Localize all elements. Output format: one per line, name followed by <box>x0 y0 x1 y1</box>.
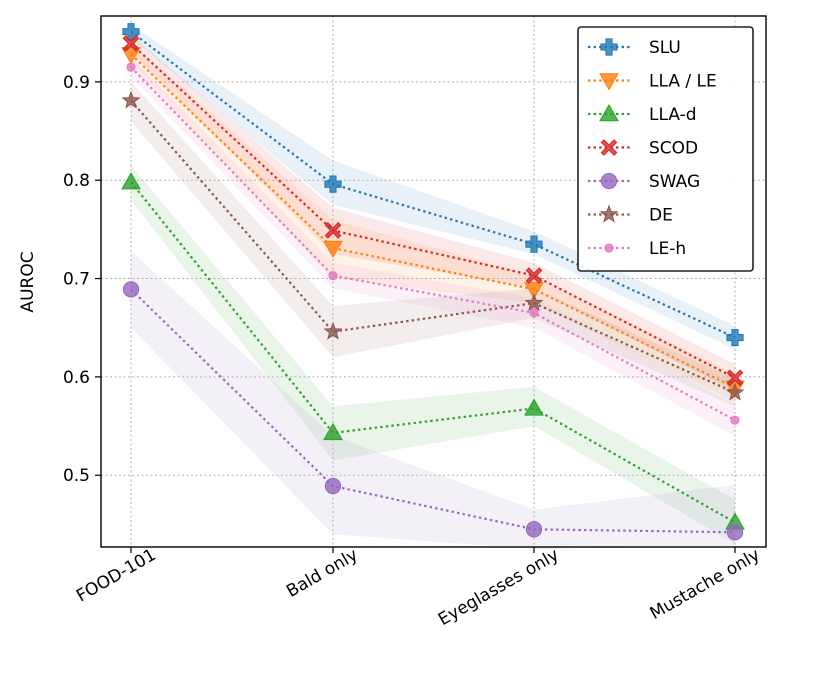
line-swag <box>130 288 736 534</box>
band-lla-d <box>131 165 735 545</box>
legend-marker-slu <box>600 38 618 56</box>
plot-frame <box>100 15 767 548</box>
marker-lla-d-0 <box>121 172 141 190</box>
marker-swag-0 <box>122 281 140 298</box>
legend-marker-lla-d <box>599 103 619 122</box>
series-lines <box>130 30 736 534</box>
legend-label-lla-d: LLA-d <box>649 105 697 125</box>
band-lla-le <box>131 42 735 402</box>
marker-slu-3 <box>726 328 744 347</box>
marker-swag-1 <box>324 477 342 495</box>
legend-marker-scod <box>600 139 618 156</box>
marker-le-h-1 <box>328 271 338 281</box>
marker-scod-2 <box>525 267 543 284</box>
marker-lla-d-1 <box>323 422 343 441</box>
band-scod <box>131 34 735 392</box>
legend-label-lla-le: LLA / LE <box>649 72 717 92</box>
legend-label-scod: SCOD <box>649 139 698 159</box>
marker-de-2 <box>524 293 544 312</box>
marker-swag-2 <box>525 521 543 538</box>
legend-marker-de <box>599 204 619 223</box>
legend-label-de: DE <box>649 206 673 226</box>
marker-lla-le-0 <box>121 47 141 65</box>
line-scod <box>130 42 736 379</box>
marker-swag-3 <box>726 524 744 541</box>
y-tick-label-3: 0.8 <box>63 171 90 191</box>
legend-marker-lla-le <box>599 73 619 91</box>
marker-lla-d-2 <box>524 398 544 416</box>
marker-lla-le-1 <box>323 240 343 259</box>
legend-label-slu: SLU <box>649 38 681 58</box>
legend-marker-swag <box>600 172 618 190</box>
y-tick-label-4: 0.9 <box>63 73 90 93</box>
marker-le-h-2 <box>529 308 539 318</box>
x-tick-label-0: FOOD-101 <box>73 545 159 606</box>
y-tick-label-2: 0.7 <box>63 270 90 290</box>
series-markers <box>121 23 745 541</box>
band-le-h <box>131 57 735 436</box>
marker-scod-1 <box>324 222 342 239</box>
marker-lla-le-2 <box>524 282 544 300</box>
y-tick-label-0: 0.5 <box>63 466 90 486</box>
marker-le-h-3 <box>730 415 740 425</box>
band-swag <box>131 251 735 549</box>
legend-label-swag: SWAG <box>649 172 700 192</box>
x-tick-label-3: Mustache only <box>647 545 764 624</box>
x-tick-label-2: Eyeglasses only <box>435 545 562 630</box>
legend-box <box>577 26 754 272</box>
marker-scod-3 <box>726 369 744 387</box>
marker-slu-1 <box>324 175 342 193</box>
marker-de-0 <box>121 90 141 109</box>
y-tick-label-1: 0.6 <box>63 368 90 388</box>
legend: SLU LLA / LE LLA-d SCOD SWAG DE LE-h <box>577 26 754 272</box>
marker-scod-0 <box>122 35 140 52</box>
y-axis-label: AUROC <box>18 251 38 312</box>
legend-label-le-h: LE-h <box>649 239 686 259</box>
line-de <box>130 99 736 394</box>
line-lla-d <box>130 181 736 524</box>
marker-de-3 <box>725 382 745 401</box>
line-le-h <box>130 66 736 422</box>
marker-de-1 <box>323 321 343 340</box>
line-lla-le <box>130 53 736 389</box>
band-de <box>131 81 735 407</box>
legend-marker-le-h <box>604 243 614 253</box>
marker-slu-2 <box>525 235 543 253</box>
x-tick-label-1: Bald only <box>283 545 361 602</box>
marker-le-h-0 <box>126 62 136 72</box>
